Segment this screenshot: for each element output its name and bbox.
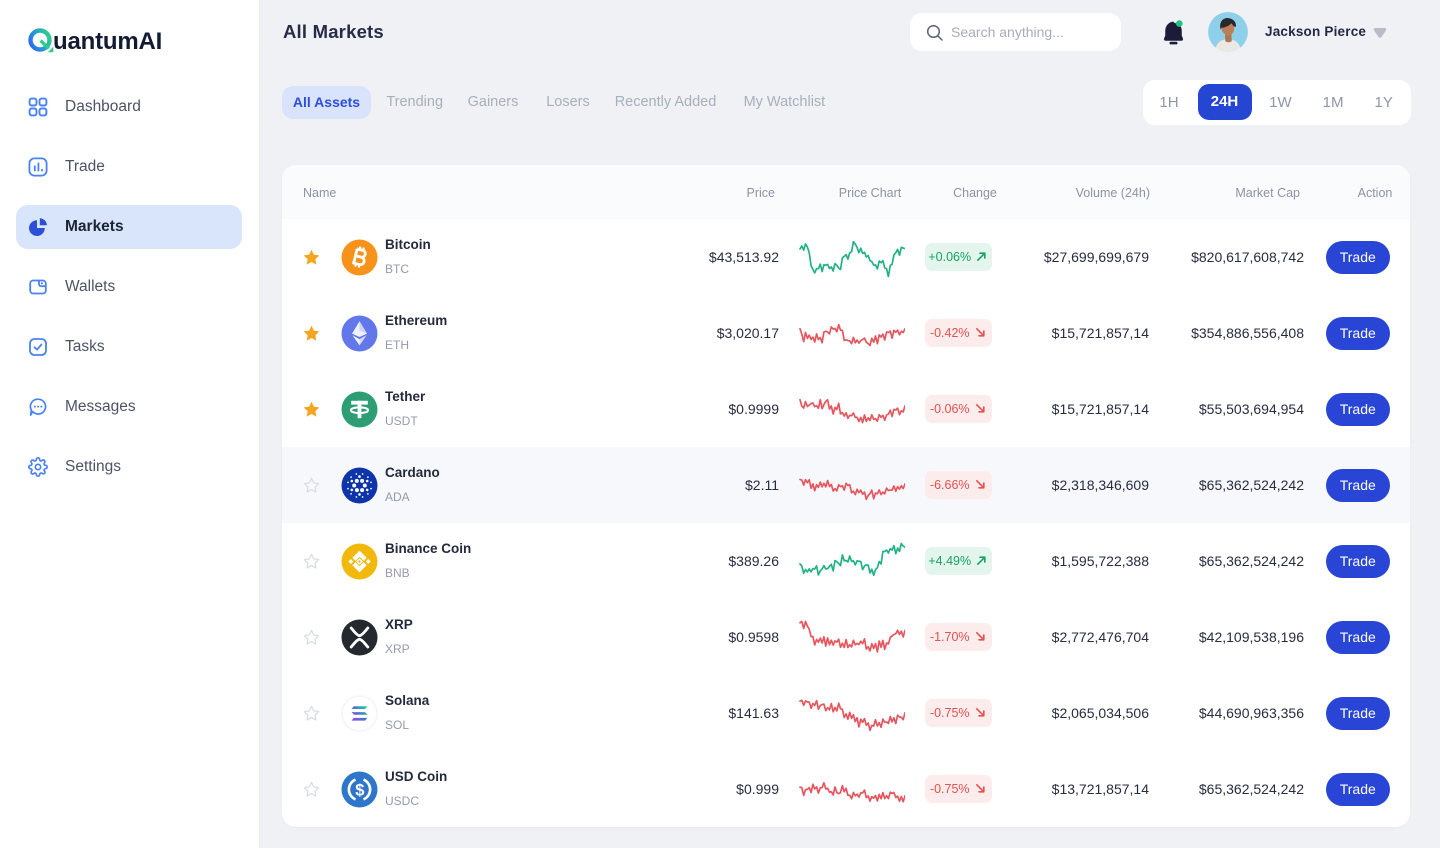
svg-text:$: $ xyxy=(355,781,364,799)
